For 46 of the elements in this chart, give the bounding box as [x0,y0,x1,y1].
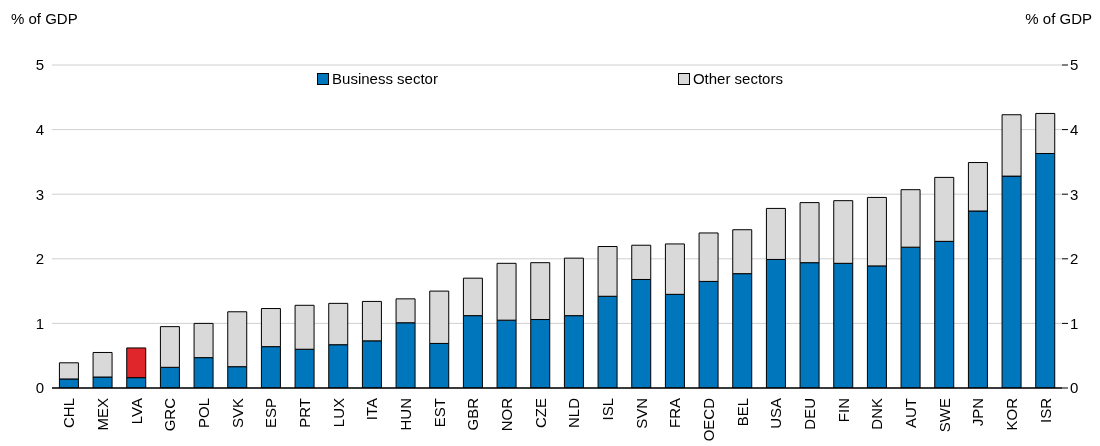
x-tick-label: ITA [363,398,381,421]
y2-tick-label: 1 [1070,314,1079,332]
x-tick-label: NLD [565,397,583,429]
x-tick-label: DNK [868,398,886,430]
x-tick-label: AUT [902,398,919,428]
x-tick-label: ESP [262,398,280,429]
legend-label: Business sector [332,70,438,87]
y-axis-title: % of GDP [11,10,78,27]
x-tick-label: PRT [296,398,313,428]
legend-label: Other sectors [692,70,783,87]
x-tick-label: SVK [228,398,246,429]
x-tick-label: BEL [733,398,751,427]
y-tick-label: 5 [35,56,44,74]
y-tick-label: 2 [35,250,44,268]
y-tick-label: 3 [35,185,44,203]
x-tick-label: EST [430,398,448,428]
y2-axis-title: % of GDP [1025,10,1092,27]
x-tick-label: GBR [464,397,482,431]
x-tick-label: KOR [1003,397,1020,431]
y-tick-label: 4 [35,120,44,138]
x-tick-label: OECD [700,397,717,442]
x-tick-label: HUN [397,398,414,431]
x-tick-label: MEX [94,398,111,431]
x-tick-label: JPN [969,398,987,427]
x-tick-label: POL [195,398,212,429]
x-tick-label: CZE [531,398,549,428]
y2-tick-label: 2 [1070,250,1079,268]
x-tick-label: ISL [599,398,616,421]
x-tick-label: USA [767,398,785,429]
x-tick-label: SWE [935,398,953,433]
x-tick-label: SVN [632,398,650,429]
x-tick-label: LVA [127,398,145,425]
y2-tick-label: 0 [1070,379,1079,397]
x-tick-label: DEU [801,398,818,430]
x-tick-label: GRC [161,397,179,432]
x-tick-label: LUX [329,398,347,428]
x-tick-label: NOR [498,397,515,432]
x-tick-label: FIN [834,398,852,423]
y2-tick-label: 5 [1070,56,1079,74]
y-tick-label: 0 [35,379,44,397]
y2-tick-label: 3 [1070,185,1079,203]
x-tick-label: CHL [60,398,78,429]
y-tick-label: 1 [35,314,44,332]
x-tick-label: ISR [1036,397,1054,424]
y2-tick-label: 4 [1070,120,1079,138]
x-tick-label: FRA [666,398,684,428]
